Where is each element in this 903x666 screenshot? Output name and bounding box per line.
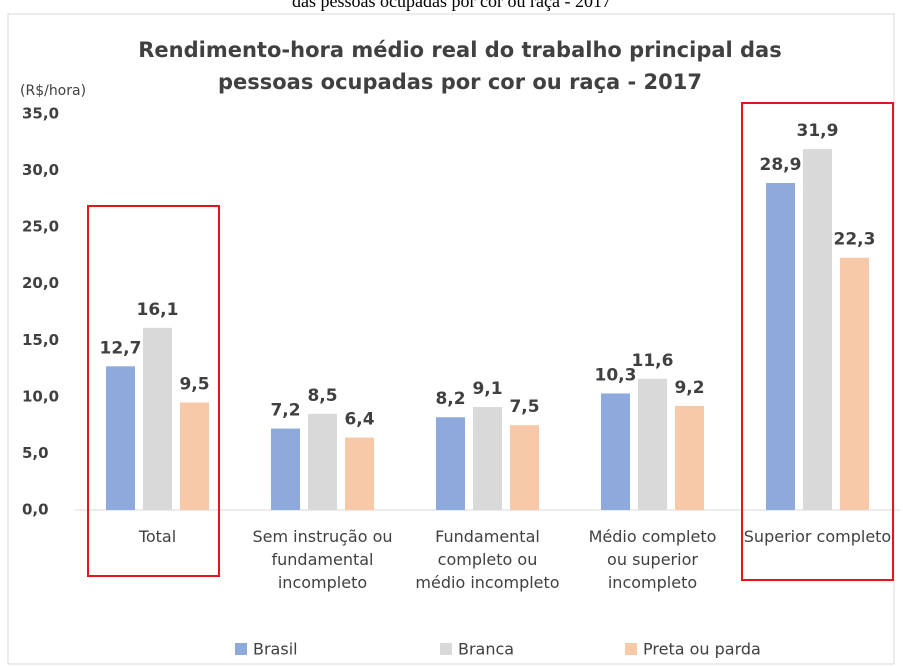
caption: das pessoas ocupadas por cor ou raça - 2…: [292, 0, 611, 11]
value-label: 7,5: [509, 397, 539, 417]
x-tick-label: Fundamental completo ou médio incompleto: [415, 527, 560, 592]
legend-label: Branca: [458, 640, 514, 659]
y-tick-label: 35,0: [22, 105, 59, 123]
value-label: 12,7: [100, 338, 142, 358]
value-label: 9,5: [179, 375, 209, 395]
bar: [106, 366, 135, 510]
value-label: 22,3: [834, 230, 876, 250]
value-label: 31,9: [797, 121, 839, 141]
bar: [308, 413, 337, 510]
value-label: 7,2: [270, 401, 300, 421]
bar: [766, 183, 795, 510]
value-label: 9,2: [674, 378, 704, 398]
bar: [473, 407, 502, 510]
legend-label: Brasil: [253, 640, 298, 659]
y-tick-label: 20,0: [22, 274, 59, 292]
value-label: 11,6: [632, 351, 674, 371]
value-label: 9,1: [472, 379, 502, 399]
bar: [345, 437, 374, 510]
value-label: 16,1: [137, 300, 179, 320]
legend-swatch: [440, 643, 452, 655]
bar: [803, 149, 832, 510]
x-tick-label: Sem instrução ou fundamental incompleto: [252, 527, 393, 592]
bar: [143, 327, 172, 510]
value-label: 28,9: [760, 155, 802, 175]
highlight-box: [741, 102, 894, 581]
y-tick-label: 5,0: [22, 444, 49, 462]
value-label: 10,3: [595, 365, 637, 385]
value-label: 8,2: [435, 389, 465, 409]
y-tick-label: 15,0: [22, 331, 59, 349]
bar: [601, 393, 630, 510]
x-tick-label: Médio completo ou superior incompleto: [588, 527, 717, 592]
legend-swatch: [625, 643, 637, 655]
y-tick-label: 10,0: [22, 387, 59, 405]
bar: [271, 428, 300, 510]
bar: [436, 417, 465, 510]
y-axis-label: (R$/hora): [20, 83, 86, 99]
legend-label: Preta ou parda: [643, 640, 761, 659]
bar: [638, 378, 667, 510]
bar: [510, 425, 539, 510]
legend-swatch: [235, 643, 247, 655]
value-label: 8,5: [307, 386, 337, 406]
y-tick-label: 30,0: [22, 161, 59, 179]
y-tick-label: 25,0: [22, 218, 59, 236]
x-tick-label: Total: [138, 527, 177, 546]
bar: [675, 405, 704, 510]
bar: [840, 257, 869, 510]
value-label: 6,4: [344, 410, 374, 430]
x-tick-label: Superior completo: [743, 527, 892, 546]
highlight-box: [87, 205, 220, 577]
y-tick-label: 0,0: [22, 501, 49, 519]
bar: [180, 402, 209, 510]
chart-title: Rendimento-hora médio real do trabalho p…: [138, 38, 782, 94]
